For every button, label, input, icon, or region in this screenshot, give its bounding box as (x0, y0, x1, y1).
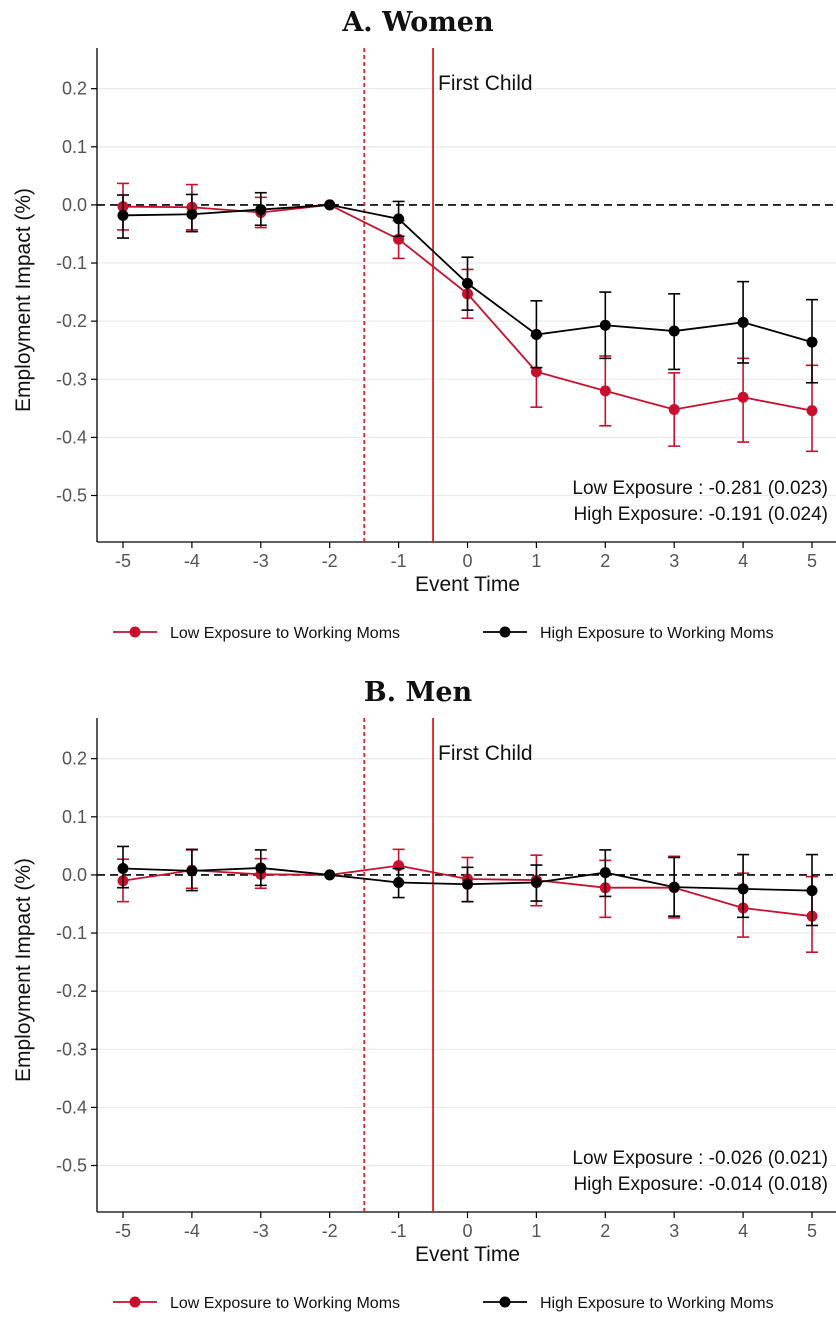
legend-label: High Exposure to Working Moms (540, 1295, 774, 1312)
x-tick-label: 3 (669, 551, 679, 571)
x-tick-label: -4 (184, 1221, 200, 1241)
data-point (117, 209, 129, 221)
data-point (599, 867, 611, 879)
y-tick-label: -0.1 (56, 923, 87, 943)
estimate-annotation: Low Exposure : -0.281 (0.023) (572, 478, 828, 499)
y-tick-label: 0.0 (62, 865, 87, 885)
x-tick-label: 5 (807, 551, 817, 571)
legend-marker (499, 1296, 511, 1308)
y-tick-label: -0.3 (56, 369, 87, 389)
data-point (806, 885, 818, 897)
x-tick-label: 0 (462, 1221, 472, 1241)
event-label: First Child (438, 72, 533, 95)
data-point (393, 876, 405, 888)
data-point (737, 883, 749, 895)
y-tick-label: -0.4 (56, 427, 87, 447)
data-point (530, 876, 542, 888)
data-point (530, 329, 542, 341)
data-point (324, 869, 336, 881)
data-point (462, 878, 473, 890)
legend-label: High Exposure to Working Moms (540, 625, 774, 642)
data-point (599, 385, 611, 397)
y-tick-label: 0.1 (62, 137, 87, 157)
data-point (255, 862, 267, 874)
chart-title: B. Men (364, 677, 473, 708)
x-tick-label: 1 (531, 551, 541, 571)
data-point (668, 325, 680, 337)
legend-marker (499, 626, 511, 638)
y-tick-label: -0.3 (56, 1039, 87, 1059)
data-point (737, 316, 749, 328)
data-point (806, 405, 818, 417)
y-tick-label: -0.2 (56, 981, 87, 1001)
legend-marker (129, 626, 141, 638)
data-point (599, 319, 611, 331)
event-label: First Child (438, 742, 533, 765)
x-tick-label: -3 (253, 1221, 269, 1241)
y-tick-label: -0.5 (56, 486, 87, 506)
y-axis-label: Employment Impact (%) (12, 858, 35, 1082)
x-tick-label: -2 (322, 1221, 338, 1241)
estimate-annotation: Low Exposure : -0.026 (0.021) (572, 1148, 828, 1169)
estimate-annotation: High Exposure: -0.014 (0.018) (573, 1174, 828, 1195)
legend-label: Low Exposure to Working Moms (170, 625, 400, 642)
y-tick-label: 0.2 (62, 749, 87, 769)
data-point (324, 199, 336, 211)
x-tick-label: 4 (738, 1221, 748, 1241)
y-tick-label: 0.0 (62, 195, 87, 215)
data-point (186, 208, 198, 220)
data-point (117, 863, 129, 875)
x-tick-label: -3 (253, 551, 269, 571)
x-tick-label: 1 (531, 1221, 541, 1241)
data-point (668, 403, 680, 415)
y-tick-label: -0.4 (56, 1097, 87, 1117)
x-tick-label: -5 (115, 1221, 131, 1241)
x-tick-label: -4 (184, 551, 200, 571)
panel-men: B. Men 0.2 0.1 0.0 -0.1 -0.2 -0.3 -0.4 -0.5 -5 -4 -… (0, 670, 836, 1340)
data-point (668, 881, 680, 893)
x-tick-label: -5 (115, 551, 131, 571)
chart-women: A. Women 0.2 0.1 0.0 -0.1 -0.2 -0.3 -0.4 -0.5 -5 -… (12, 7, 836, 642)
x-tick-label: 2 (600, 551, 610, 571)
data-point (737, 391, 749, 403)
x-tick-label: 5 (807, 1221, 817, 1241)
x-tick-label: -2 (322, 551, 338, 571)
data-point (806, 336, 818, 348)
x-axis-label: Event Time (415, 1243, 520, 1266)
x-tick-label: -1 (391, 1221, 407, 1241)
legend-label: Low Exposure to Working Moms (170, 1295, 400, 1312)
y-tick-label: 0.2 (62, 79, 87, 99)
estimate-annotation: High Exposure: -0.191 (0.024) (573, 504, 828, 525)
y-tick-label: 0.1 (62, 807, 87, 827)
data-point (255, 204, 267, 216)
data-point (462, 277, 473, 289)
x-tick-label: -1 (391, 551, 407, 571)
data-point (393, 213, 405, 225)
x-axis-label: Event Time (415, 573, 520, 596)
legend-marker (129, 1296, 141, 1308)
x-tick-label: 2 (600, 1221, 610, 1241)
y-tick-label: -0.5 (56, 1156, 87, 1176)
chart-title: A. Women (341, 7, 494, 38)
y-tick-label: -0.2 (56, 311, 87, 331)
chart-men: B. Men 0.2 0.1 0.0 -0.1 -0.2 -0.3 -0.4 -0.5 -5 -4 -… (12, 677, 836, 1312)
x-tick-label: 0 (462, 551, 472, 571)
data-point (530, 366, 542, 378)
y-axis-label: Employment Impact (%) (12, 188, 35, 412)
y-tick-label: -0.1 (56, 253, 87, 273)
data-point (186, 865, 198, 877)
x-tick-label: 4 (738, 551, 748, 571)
panel-women: A. Women 0.2 0.1 0.0 -0.1 -0.2 -0.3 -0.4 -0.5 -5 -… (12, 7, 836, 642)
x-tick-label: 3 (669, 1221, 679, 1241)
